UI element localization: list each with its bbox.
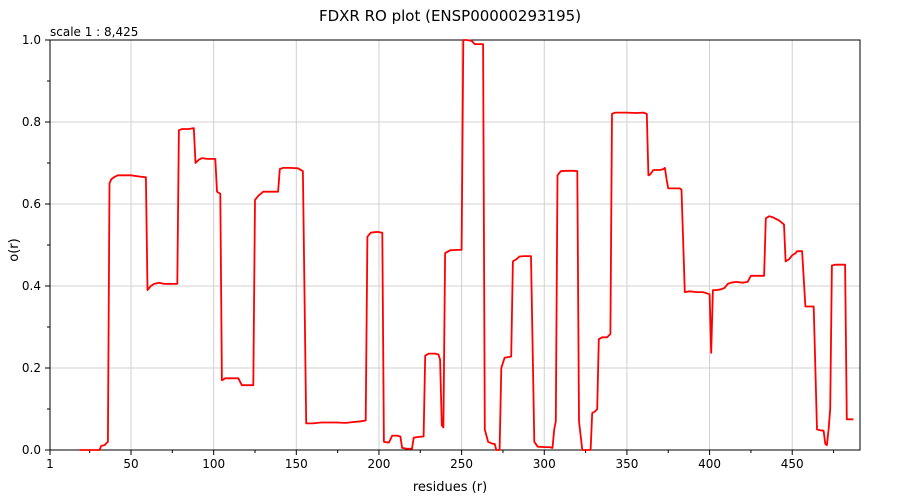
y-tick-label: 0.0 [22, 443, 41, 457]
x-tick-label: 250 [450, 457, 473, 471]
y-tick-label: 1.0 [22, 33, 41, 47]
x-tick-label: 350 [615, 457, 638, 471]
x-tick-label: 1 [46, 457, 54, 471]
y-axis-label: o(r) [7, 238, 22, 261]
y-tick-label: 0.8 [22, 115, 41, 129]
chart-title: FDXR RO plot (ENSP00000293195) [319, 7, 581, 25]
x-tick-label: 200 [368, 457, 391, 471]
plot-area-frame [49, 39, 861, 451]
series-line [79, 39, 854, 451]
x-tick-label: 150 [285, 457, 308, 471]
x-tick-label: 300 [533, 457, 556, 471]
axis-ticks: 1 50 100 150 200 250 300 350 400 4500.00.20.40.60… [22, 33, 835, 471]
chart-scale-label: scale 1 : 8,425 [50, 25, 138, 39]
x-tick-label: 50 [123, 457, 138, 471]
y-tick-label: 0.2 [22, 361, 41, 375]
x-axis-label: residues (r) [413, 480, 487, 495]
y-tick-label: 0.6 [22, 197, 41, 211]
series-layer [79, 39, 854, 451]
y-tick-label: 0.4 [22, 279, 41, 293]
x-tick-label: 450 [781, 457, 804, 471]
grid-lines [50, 40, 860, 450]
x-tick-label: 100 [202, 457, 225, 471]
x-tick-label: 400 [698, 457, 721, 471]
